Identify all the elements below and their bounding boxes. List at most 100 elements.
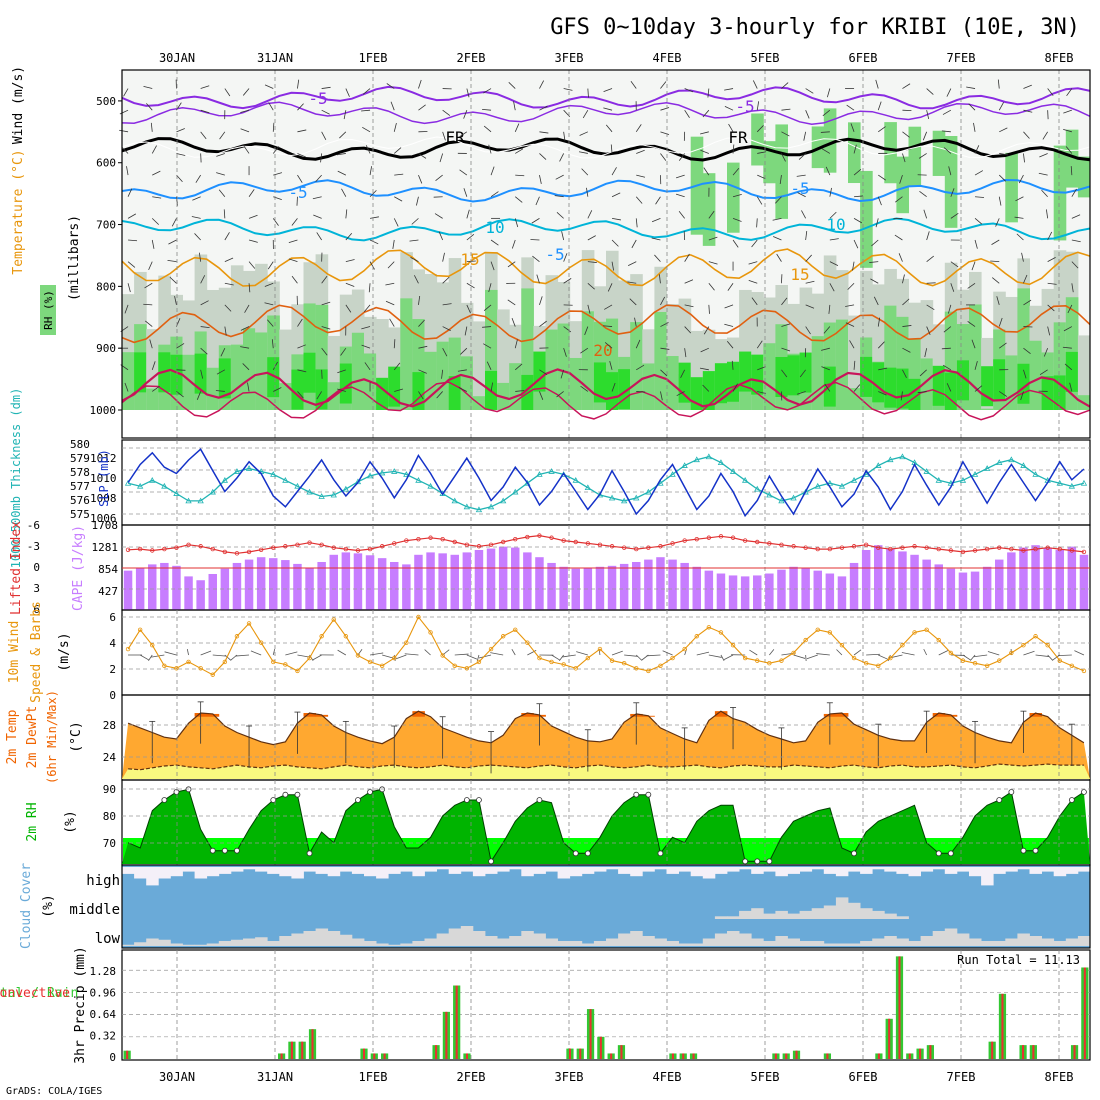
- cloud-low-bar: [872, 938, 885, 946]
- upper-wind-barb: [321, 86, 331, 89]
- cloud-high-clear: [606, 867, 619, 870]
- rh-shade-bright: [690, 377, 704, 418]
- wind10-marker: [682, 646, 687, 652]
- upper-wind-barb: [708, 304, 710, 314]
- upper-wind-barb: [418, 174, 423, 184]
- thickness-marker: [415, 476, 422, 483]
- li-marker: [621, 545, 627, 550]
- date-label-top: 6FEB: [849, 51, 878, 65]
- rh-marker: [221, 847, 228, 854]
- cloud-high-clear: [1005, 867, 1018, 872]
- cloud-low-bar: [618, 933, 631, 946]
- wind10-marker: [634, 666, 639, 671]
- upper-wind-barb: [703, 326, 710, 335]
- rh-marker: [355, 797, 361, 803]
- upper-wind-barb: [878, 391, 887, 396]
- cloud-low-bar: [509, 936, 522, 946]
- rh-marker: [463, 797, 470, 803]
- cloud-low-bar: [799, 941, 813, 946]
- wind10-marker: [1021, 643, 1026, 648]
- upper-wind-barb: [343, 110, 347, 120]
- upper-wind-barb: [678, 211, 685, 219]
- rh-shade-upper: [932, 130, 946, 176]
- temperature-contour: [121, 136, 1091, 159]
- upper-wind-barb: [829, 283, 835, 292]
- precip-conv-bar: [568, 1048, 571, 1059]
- thickness-marker: [403, 471, 410, 477]
- date-label-top: 1FEB: [359, 51, 388, 65]
- upper-wind-barb: [128, 239, 138, 242]
- wind10-barb: [973, 654, 988, 658]
- li-marker: [319, 542, 324, 548]
- upper-wind-barb: [678, 153, 685, 161]
- rh-shade-bright: [944, 372, 958, 413]
- li-marker: [428, 535, 433, 540]
- upper-wind-barb: [321, 275, 328, 284]
- wind10-marker: [851, 655, 857, 661]
- upper-wind-barb: [1071, 239, 1081, 243]
- upper-wind-barb: [483, 125, 492, 133]
- cape-bar: [801, 567, 810, 610]
- cloud-low-bar: [472, 931, 486, 946]
- upper-wind-barb: [845, 322, 855, 327]
- cloud-low-bar: [170, 943, 183, 946]
- upper-wind-barb: [297, 318, 303, 327]
- wind10-barb: [369, 652, 384, 656]
- upper-wind-barb: [316, 391, 322, 400]
- rh-marker: [935, 850, 942, 857]
- upper-wind-barb: [220, 348, 226, 357]
- upper-wind-barb: [1062, 346, 1072, 349]
- li-marker: [246, 549, 252, 555]
- cloud-low-bar: [351, 938, 365, 946]
- upper-wind-barb: [121, 146, 129, 154]
- upper-wind-barb: [948, 166, 952, 176]
- upper-wind-barb: [151, 145, 157, 154]
- precip-conv-bar: [1032, 1045, 1035, 1059]
- li-marker: [1081, 549, 1087, 555]
- cloud-low-bar: [218, 941, 232, 946]
- cloud-mid-bar: [848, 902, 861, 919]
- upper-wind-barb: [779, 175, 782, 185]
- wind10-marker: [367, 659, 373, 665]
- li-marker: [404, 538, 409, 543]
- upper-wind-barb: [119, 129, 129, 133]
- wind10-marker: [331, 617, 336, 622]
- upper-wind-barb: [488, 144, 492, 154]
- rh-marker: [1032, 847, 1039, 854]
- cape-ylabel-li: Lifted Index: [9, 521, 24, 615]
- upper-wind-barb: [926, 231, 930, 241]
- cape-bar: [353, 553, 363, 610]
- upper-wind-barb: [684, 348, 687, 358]
- cape-bar: [995, 559, 1004, 610]
- upper-wind-barb: [271, 339, 274, 349]
- li-marker: [585, 541, 591, 546]
- upper-wind-barb: [315, 174, 322, 183]
- cloud-low-bar: [327, 931, 341, 946]
- wind10-marker: [718, 630, 724, 635]
- upper-wind-barb: [418, 295, 421, 305]
- upper-wind-barb: [635, 124, 642, 133]
- upper-wind-barb: [627, 281, 637, 284]
- upper-wind-barb: [829, 187, 832, 197]
- wind10-marker: [924, 627, 929, 633]
- date-label-top: 30JAN: [159, 51, 195, 65]
- upper-wind-barb: [321, 326, 331, 330]
- wind10-barb: [576, 651, 588, 656]
- upper-wind-barb: [339, 131, 347, 139]
- cloud-high-clear: [376, 867, 389, 879]
- upper-wind-barb: [796, 174, 806, 177]
- wind-tick-label: 0: [109, 689, 116, 702]
- cloud-background: [122, 865, 1090, 948]
- thickness-tick-label: 580: [70, 438, 90, 451]
- cloud-mid-bar: [860, 908, 873, 919]
- temperature-contour: [121, 217, 1091, 242]
- cloud-high-clear: [412, 867, 425, 877]
- upper-wind-barb: [539, 320, 547, 327]
- upper-wind-barb: [708, 261, 718, 265]
- upper-wind-barb: [878, 367, 888, 371]
- li-marker: [186, 542, 191, 548]
- upper-wind-barb: [829, 238, 839, 241]
- pressure-tick-label: 900: [96, 342, 116, 355]
- wind10-marker: [609, 658, 615, 663]
- upper-wind-barb: [611, 167, 617, 176]
